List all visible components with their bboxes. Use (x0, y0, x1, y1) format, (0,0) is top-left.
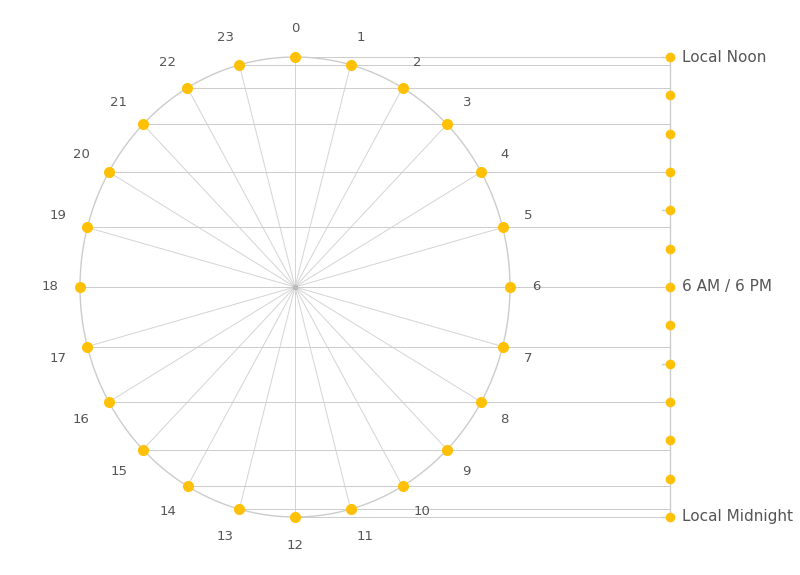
Text: 11: 11 (356, 530, 374, 543)
Text: 12: 12 (286, 539, 303, 552)
Text: 14: 14 (160, 505, 177, 518)
Text: 7: 7 (524, 352, 533, 365)
Text: 18: 18 (41, 281, 58, 293)
Text: 0: 0 (291, 22, 299, 35)
Text: 1: 1 (356, 30, 365, 44)
Text: Local Midnight: Local Midnight (682, 509, 793, 524)
Text: 6 AM / 6 PM: 6 AM / 6 PM (682, 279, 772, 294)
Text: 23: 23 (217, 30, 234, 44)
Text: 5: 5 (524, 209, 533, 222)
Text: 6: 6 (532, 281, 540, 293)
Text: 17: 17 (49, 352, 66, 365)
Text: 2: 2 (414, 56, 422, 69)
Text: 9: 9 (462, 465, 471, 478)
Text: 3: 3 (462, 96, 471, 109)
Text: 22: 22 (159, 56, 177, 69)
Text: 10: 10 (414, 505, 430, 518)
Text: Local Noon: Local Noon (682, 49, 766, 64)
Text: 20: 20 (73, 148, 90, 161)
Text: 16: 16 (73, 413, 90, 426)
Text: 19: 19 (50, 209, 66, 222)
Text: 21: 21 (110, 96, 127, 109)
Text: 15: 15 (110, 465, 127, 478)
Text: 4: 4 (500, 148, 509, 161)
Text: 8: 8 (500, 413, 509, 426)
Text: 13: 13 (217, 530, 234, 543)
